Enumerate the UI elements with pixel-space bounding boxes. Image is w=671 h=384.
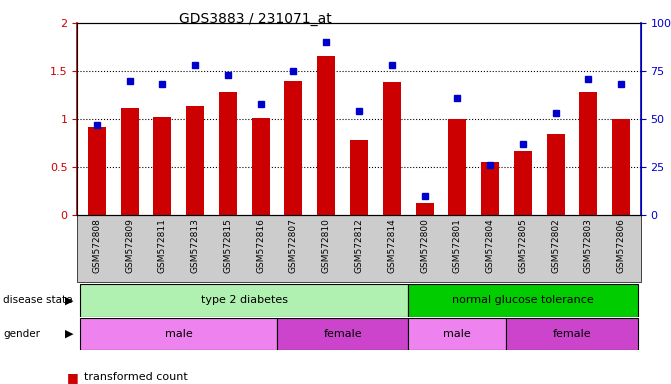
Text: female: female xyxy=(553,329,591,339)
Text: male: male xyxy=(444,329,471,339)
Bar xyxy=(612,119,630,215)
Bar xyxy=(317,56,336,215)
Bar xyxy=(186,106,204,215)
Text: type 2 diabetes: type 2 diabetes xyxy=(201,295,288,306)
Text: female: female xyxy=(323,329,362,339)
Bar xyxy=(88,127,106,215)
Bar xyxy=(154,117,171,215)
Text: ■: ■ xyxy=(67,371,79,384)
Bar xyxy=(252,118,270,215)
Bar xyxy=(382,82,401,215)
Bar xyxy=(579,92,597,215)
Bar xyxy=(81,318,277,350)
Text: male: male xyxy=(165,329,193,339)
Text: GDS3883 / 231071_at: GDS3883 / 231071_at xyxy=(178,12,331,25)
Bar xyxy=(121,108,139,215)
Bar xyxy=(277,318,408,350)
Bar xyxy=(408,318,507,350)
Bar xyxy=(547,134,564,215)
Bar xyxy=(219,92,237,215)
Text: gender: gender xyxy=(3,329,40,339)
Bar xyxy=(481,162,499,215)
Bar xyxy=(81,284,408,317)
Text: disease state: disease state xyxy=(3,295,73,306)
Bar xyxy=(350,140,368,215)
Bar xyxy=(507,318,637,350)
Text: transformed count: transformed count xyxy=(84,372,188,382)
Text: normal glucose tolerance: normal glucose tolerance xyxy=(452,295,594,306)
Bar xyxy=(514,151,532,215)
Bar xyxy=(448,119,466,215)
Bar xyxy=(408,284,637,317)
Text: ▶: ▶ xyxy=(65,295,74,306)
Text: ▶: ▶ xyxy=(65,329,74,339)
Bar xyxy=(285,81,303,215)
Bar xyxy=(415,203,433,215)
